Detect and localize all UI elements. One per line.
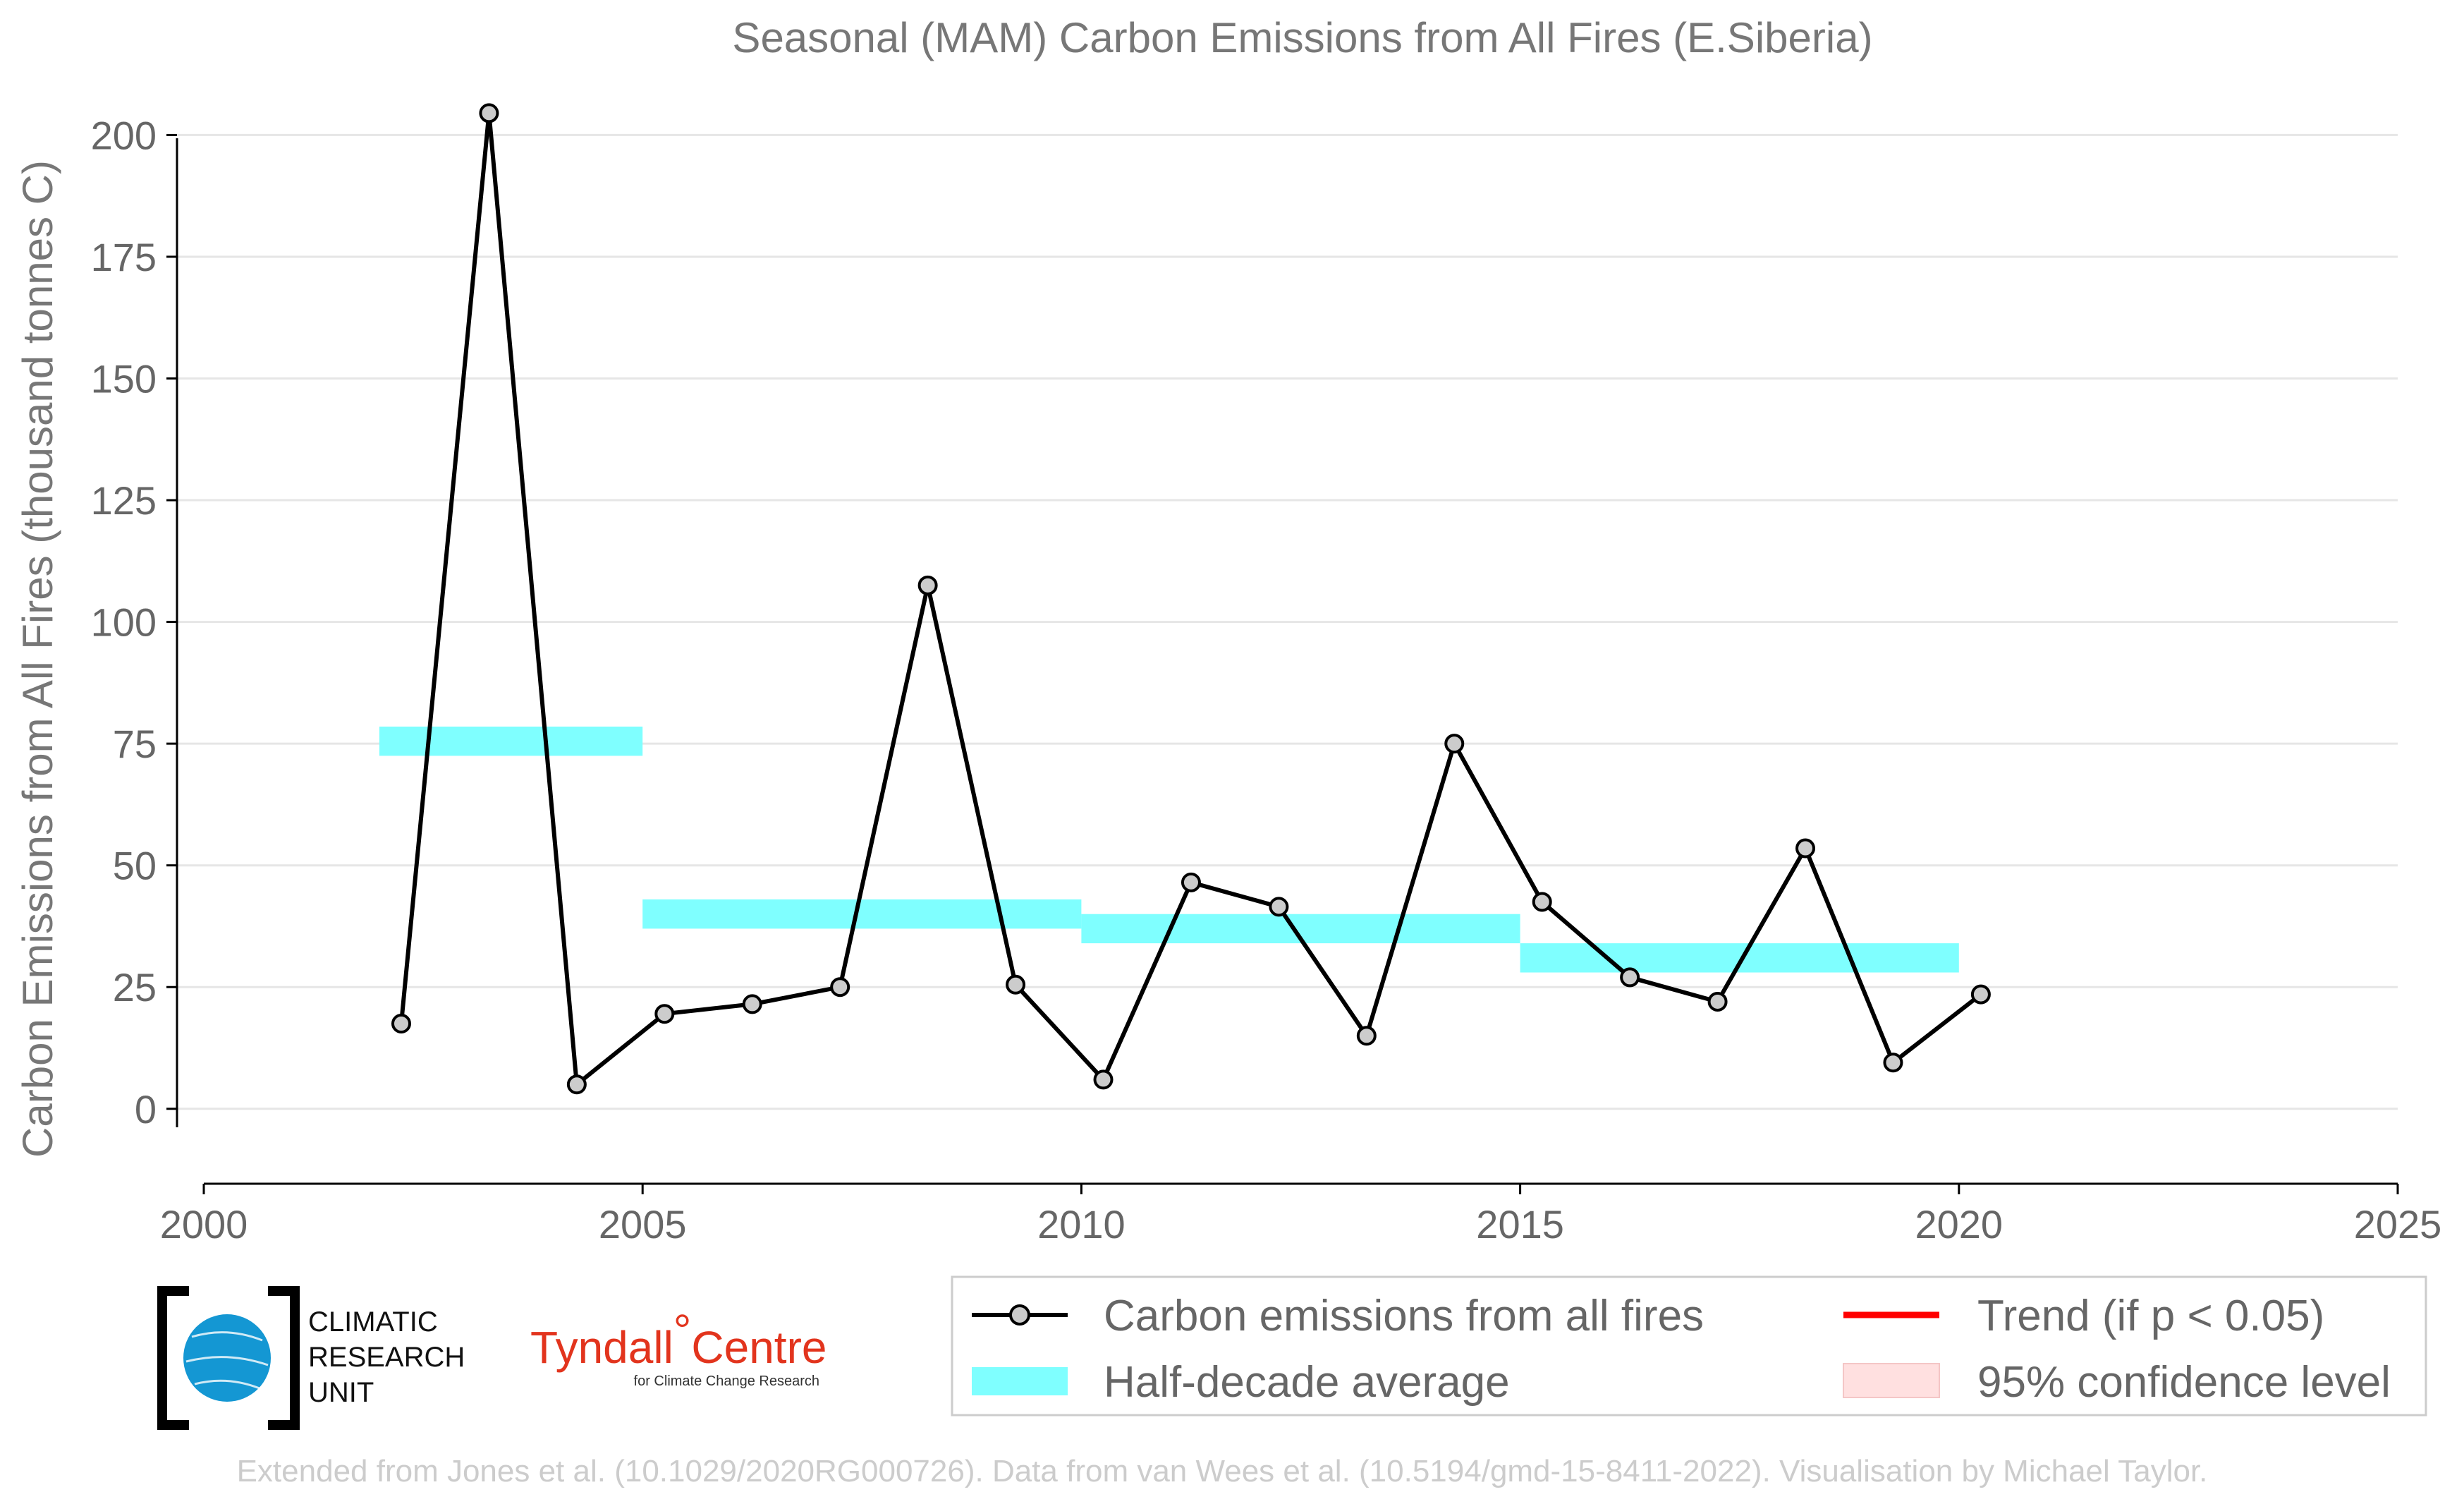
data-point: [917, 575, 938, 595]
data-point: [1093, 1069, 1114, 1090]
half-decade-bar: [1520, 943, 1959, 973]
data-point: [1707, 991, 1728, 1012]
data-point: [1532, 892, 1552, 912]
legend-confidence-swatch: [1843, 1363, 1940, 1398]
data-point: [1006, 974, 1026, 995]
tyndall-name: Tyndall: [530, 1322, 673, 1373]
credit-text: Extended from Jones et al. (10.1029/2020…: [237, 1454, 2208, 1488]
cru-logo-right-bracket: [268, 1286, 300, 1430]
data-point: [1795, 838, 1816, 859]
legend-frame: [951, 1275, 2427, 1417]
legend: Carbon emissions from all fires Half-dec…: [951, 1275, 2427, 1417]
y-tick-label: 125: [91, 478, 157, 523]
data-point: [1269, 897, 1289, 917]
y-tick-label: 200: [91, 113, 157, 157]
cru-logo-text-2: RESEARCH: [308, 1342, 465, 1373]
globe-lines-icon: [185, 1331, 269, 1390]
data-point: [1181, 872, 1201, 892]
y-tick-label: 175: [91, 235, 157, 279]
data-point: [654, 1004, 675, 1024]
y-tick-label: 25: [113, 965, 157, 1009]
tyndall-subtitle: for Climate Change Research: [634, 1373, 819, 1389]
cru-logo-text-3: UNIT: [308, 1377, 374, 1408]
tyndall-logo: Tyndall°Centre for Climate Change Resear…: [530, 1305, 827, 1389]
tyndall-logo-wordmark: Tyndall°Centre: [530, 1305, 827, 1373]
data-point: [391, 1014, 411, 1034]
legend-label-series: Carbon emissions from all fires: [1104, 1292, 1704, 1340]
y-tick-label: 100: [91, 600, 157, 645]
cru-logo-text-1: CLIMATIC: [308, 1306, 438, 1338]
tyndall-degree: °: [673, 1305, 692, 1356]
chart-title: Seasonal (MAM) Carbon Emissions from All…: [732, 14, 1872, 61]
x-axis-ticks: 2000 2005 2010 2015 2020 2025: [160, 1184, 2442, 1247]
y-axis-label: Carbon Emissions from All Fires (thousan…: [14, 160, 61, 1158]
legend-label-trend: Trend (if p < 0.05): [1977, 1292, 2324, 1340]
data-point: [1883, 1053, 1903, 1073]
cru-logo-left-bracket: [157, 1286, 189, 1430]
data-point: [830, 977, 850, 997]
data-point: [1444, 734, 1465, 754]
y-tick-label: 150: [91, 357, 157, 401]
grid-lines: [177, 133, 2398, 1110]
y-tick-label: 50: [113, 844, 157, 888]
y-tick-label: 75: [113, 722, 157, 766]
data-point: [1620, 967, 1640, 988]
half-decade-bar: [379, 726, 643, 756]
legend-marker-swatch: [1009, 1304, 1030, 1326]
data-point: [1970, 984, 1991, 1005]
cru-logo: CLIMATIC RESEARCH UNIT: [157, 1286, 465, 1430]
x-tick-label: 2020: [1915, 1202, 2003, 1247]
data-point: [742, 994, 762, 1014]
half-decade-bar: [642, 899, 1082, 929]
x-tick-label: 2005: [599, 1202, 687, 1247]
legend-label-confidence: 95% confidence level: [1977, 1358, 2391, 1407]
data-point: [479, 103, 499, 123]
legend-label-half-decade: Half-decade average: [1104, 1358, 1510, 1407]
x-tick-label: 2010: [1037, 1202, 1126, 1247]
x-tick-label: 2025: [2354, 1202, 2442, 1247]
x-tick-label: 2015: [1476, 1202, 1564, 1247]
data-point: [566, 1074, 587, 1095]
data-point: [1356, 1026, 1377, 1046]
y-axis-ticks: 0 25 50 75 100 125 150 175 200: [91, 113, 177, 1132]
legend-half-decade-swatch: [972, 1367, 1068, 1395]
series-markers: [391, 103, 1991, 1095]
y-tick-label: 0: [135, 1087, 157, 1132]
x-tick-label: 2000: [160, 1202, 248, 1247]
tyndall-centre: Centre: [691, 1322, 827, 1373]
